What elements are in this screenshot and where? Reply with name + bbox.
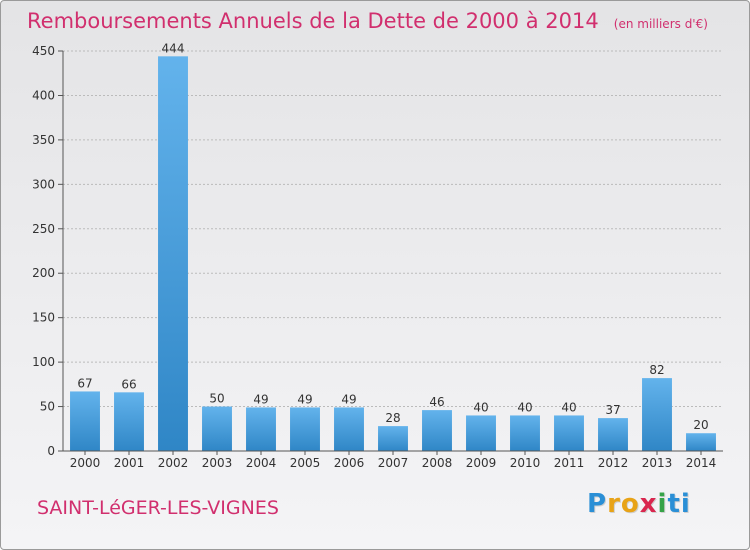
x-tick-label: 2006 (334, 456, 365, 470)
bar-value-label: 444 (162, 41, 185, 55)
bar-value-label: 49 (253, 392, 268, 406)
bar (290, 407, 320, 451)
bar (422, 410, 452, 451)
bar-value-label: 50 (209, 392, 224, 406)
x-tick-label: 2009 (466, 456, 497, 470)
bar (246, 407, 276, 451)
bar (158, 56, 188, 451)
x-tick-label: 2007 (378, 456, 409, 470)
bar-value-label: 20 (693, 418, 708, 432)
logo-letter: i (657, 489, 668, 519)
logo-letter: r (607, 489, 621, 519)
bar-value-label: 82 (649, 363, 664, 377)
y-tick-label: 400 (32, 88, 55, 102)
chart-title: Remboursements Annuels de la Dette de 20… (27, 9, 599, 33)
y-tick-label: 150 (32, 311, 55, 325)
bar-value-label: 40 (473, 400, 488, 414)
x-tick-label: 2010 (510, 456, 541, 470)
bar-value-label: 49 (297, 392, 312, 406)
bar-value-label: 67 (77, 376, 92, 390)
x-tick-label: 2013 (642, 456, 673, 470)
bar (510, 415, 540, 451)
y-tick-label: 350 (32, 133, 55, 147)
x-tick-label: 2002 (158, 456, 189, 470)
bar (378, 426, 408, 451)
x-tick-label: 2001 (114, 456, 145, 470)
logo-letter: i (680, 489, 691, 519)
bar (598, 418, 628, 451)
logo-letter: o (620, 489, 640, 519)
logo-letter: P (587, 489, 608, 519)
y-tick-label: 450 (32, 44, 55, 58)
proxiti-logo: Proxiti (587, 489, 691, 519)
x-tick-label: 2014 (686, 456, 717, 470)
x-tick-label: 2008 (422, 456, 453, 470)
x-tick-label: 2004 (246, 456, 277, 470)
bar (114, 392, 144, 451)
title-row: Remboursements Annuels de la Dette de 20… (27, 9, 708, 33)
bar-value-label: 49 (341, 392, 356, 406)
x-tick-label: 2011 (554, 456, 585, 470)
x-tick-label: 2003 (202, 456, 233, 470)
bar-value-label: 37 (605, 403, 620, 417)
bar-value-label: 40 (561, 400, 576, 414)
x-tick-label: 2000 (70, 456, 101, 470)
bar-value-label: 40 (517, 400, 532, 414)
bar-value-label: 28 (385, 411, 400, 425)
bar (334, 407, 364, 451)
y-tick-label: 300 (32, 177, 55, 191)
bar (642, 378, 672, 451)
bar-value-label: 66 (121, 377, 136, 391)
bar (202, 406, 232, 451)
x-tick-label: 2005 (290, 456, 321, 470)
chart-unit: (en milliers d'€) (613, 17, 708, 31)
y-tick-label: 200 (32, 266, 55, 280)
bar (70, 391, 100, 451)
y-tick-label: 50 (40, 400, 55, 414)
bar (686, 433, 716, 451)
logo-letter: x (639, 489, 658, 519)
y-tick-label: 100 (32, 355, 55, 369)
y-tick-label: 250 (32, 222, 55, 236)
x-tick-label: 2012 (598, 456, 629, 470)
bar (466, 415, 496, 451)
bar (554, 415, 584, 451)
y-tick-label: 0 (47, 444, 55, 458)
bar-value-label: 46 (429, 395, 444, 409)
commune-name: SAINT-LéGER-LES-VIGNES (37, 497, 279, 519)
logo-letter: t (667, 489, 681, 519)
